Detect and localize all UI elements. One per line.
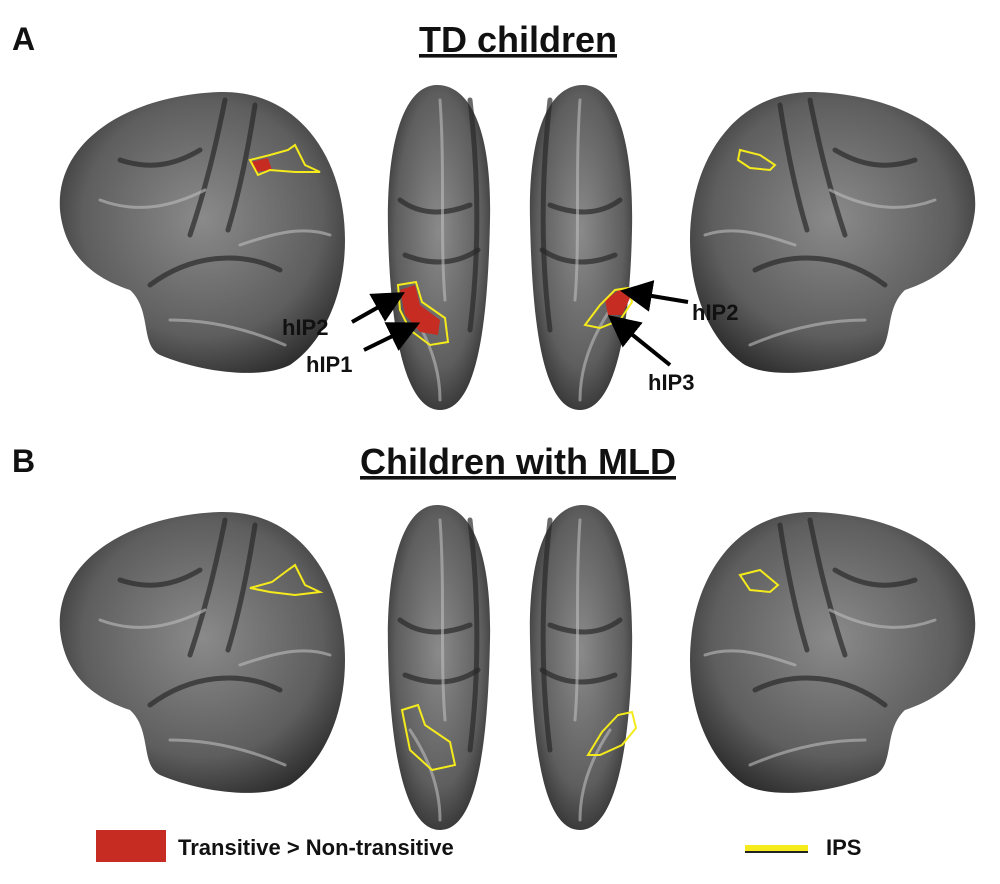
panel-b: B Children with MLD (12, 441, 975, 830)
legend-swatch (96, 830, 166, 862)
legend-label: IPS (826, 835, 861, 860)
legend: Transitive > Non-transitive IPS (96, 830, 861, 862)
panel-label: B (12, 443, 35, 479)
panel-title: TD children (419, 19, 617, 60)
annotation: hIP3 (648, 370, 694, 395)
annotation: hIP2 (692, 300, 738, 325)
annotation: hIP1 (306, 352, 352, 377)
annotation: hIP2 (282, 315, 328, 340)
panel-title: Children with MLD (360, 441, 676, 482)
panel-label: A (12, 21, 35, 57)
panel-a: A TD children hIP2 hIP1 hIP2 hIP3 (12, 19, 975, 410)
legend-label: Transitive > Non-transitive (178, 835, 454, 860)
